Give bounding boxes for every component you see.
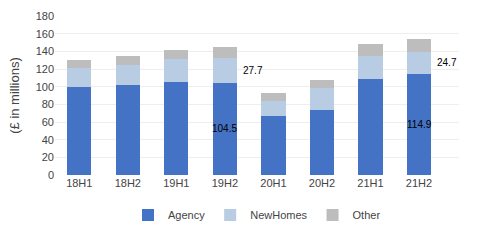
svg-text:21H2: 21H2 [406,177,432,189]
svg-text:24.7: 24.7 [437,57,457,68]
svg-text:120: 120 [36,63,54,75]
svg-text:140: 140 [36,45,54,57]
svg-text:20: 20 [42,151,54,163]
svg-text:40: 40 [42,134,54,146]
svg-text:18H2: 18H2 [115,177,141,189]
svg-text:20H1: 20H1 [260,177,286,189]
svg-text:NewHomes: NewHomes [250,209,307,221]
svg-text:19H2: 19H2 [212,177,238,189]
svg-text:114.9: 114.9 [407,119,432,130]
svg-text:0: 0 [48,169,54,181]
svg-text:(£ in millions): (£ in millions) [7,57,22,134]
svg-text:Agency: Agency [168,209,205,221]
svg-text:19H1: 19H1 [163,177,189,189]
svg-text:100: 100 [36,81,54,93]
svg-text:27.7: 27.7 [243,65,263,76]
svg-text:160: 160 [36,28,54,40]
svg-text:21H1: 21H1 [357,177,383,189]
svg-text:104.5: 104.5 [212,123,237,134]
svg-text:60: 60 [42,116,54,128]
svg-text:20H2: 20H2 [309,177,335,189]
svg-text:80: 80 [42,98,54,110]
svg-text:180: 180 [36,10,54,22]
svg-text:18H1: 18H1 [66,177,92,189]
svg-text:Other: Other [353,209,381,221]
